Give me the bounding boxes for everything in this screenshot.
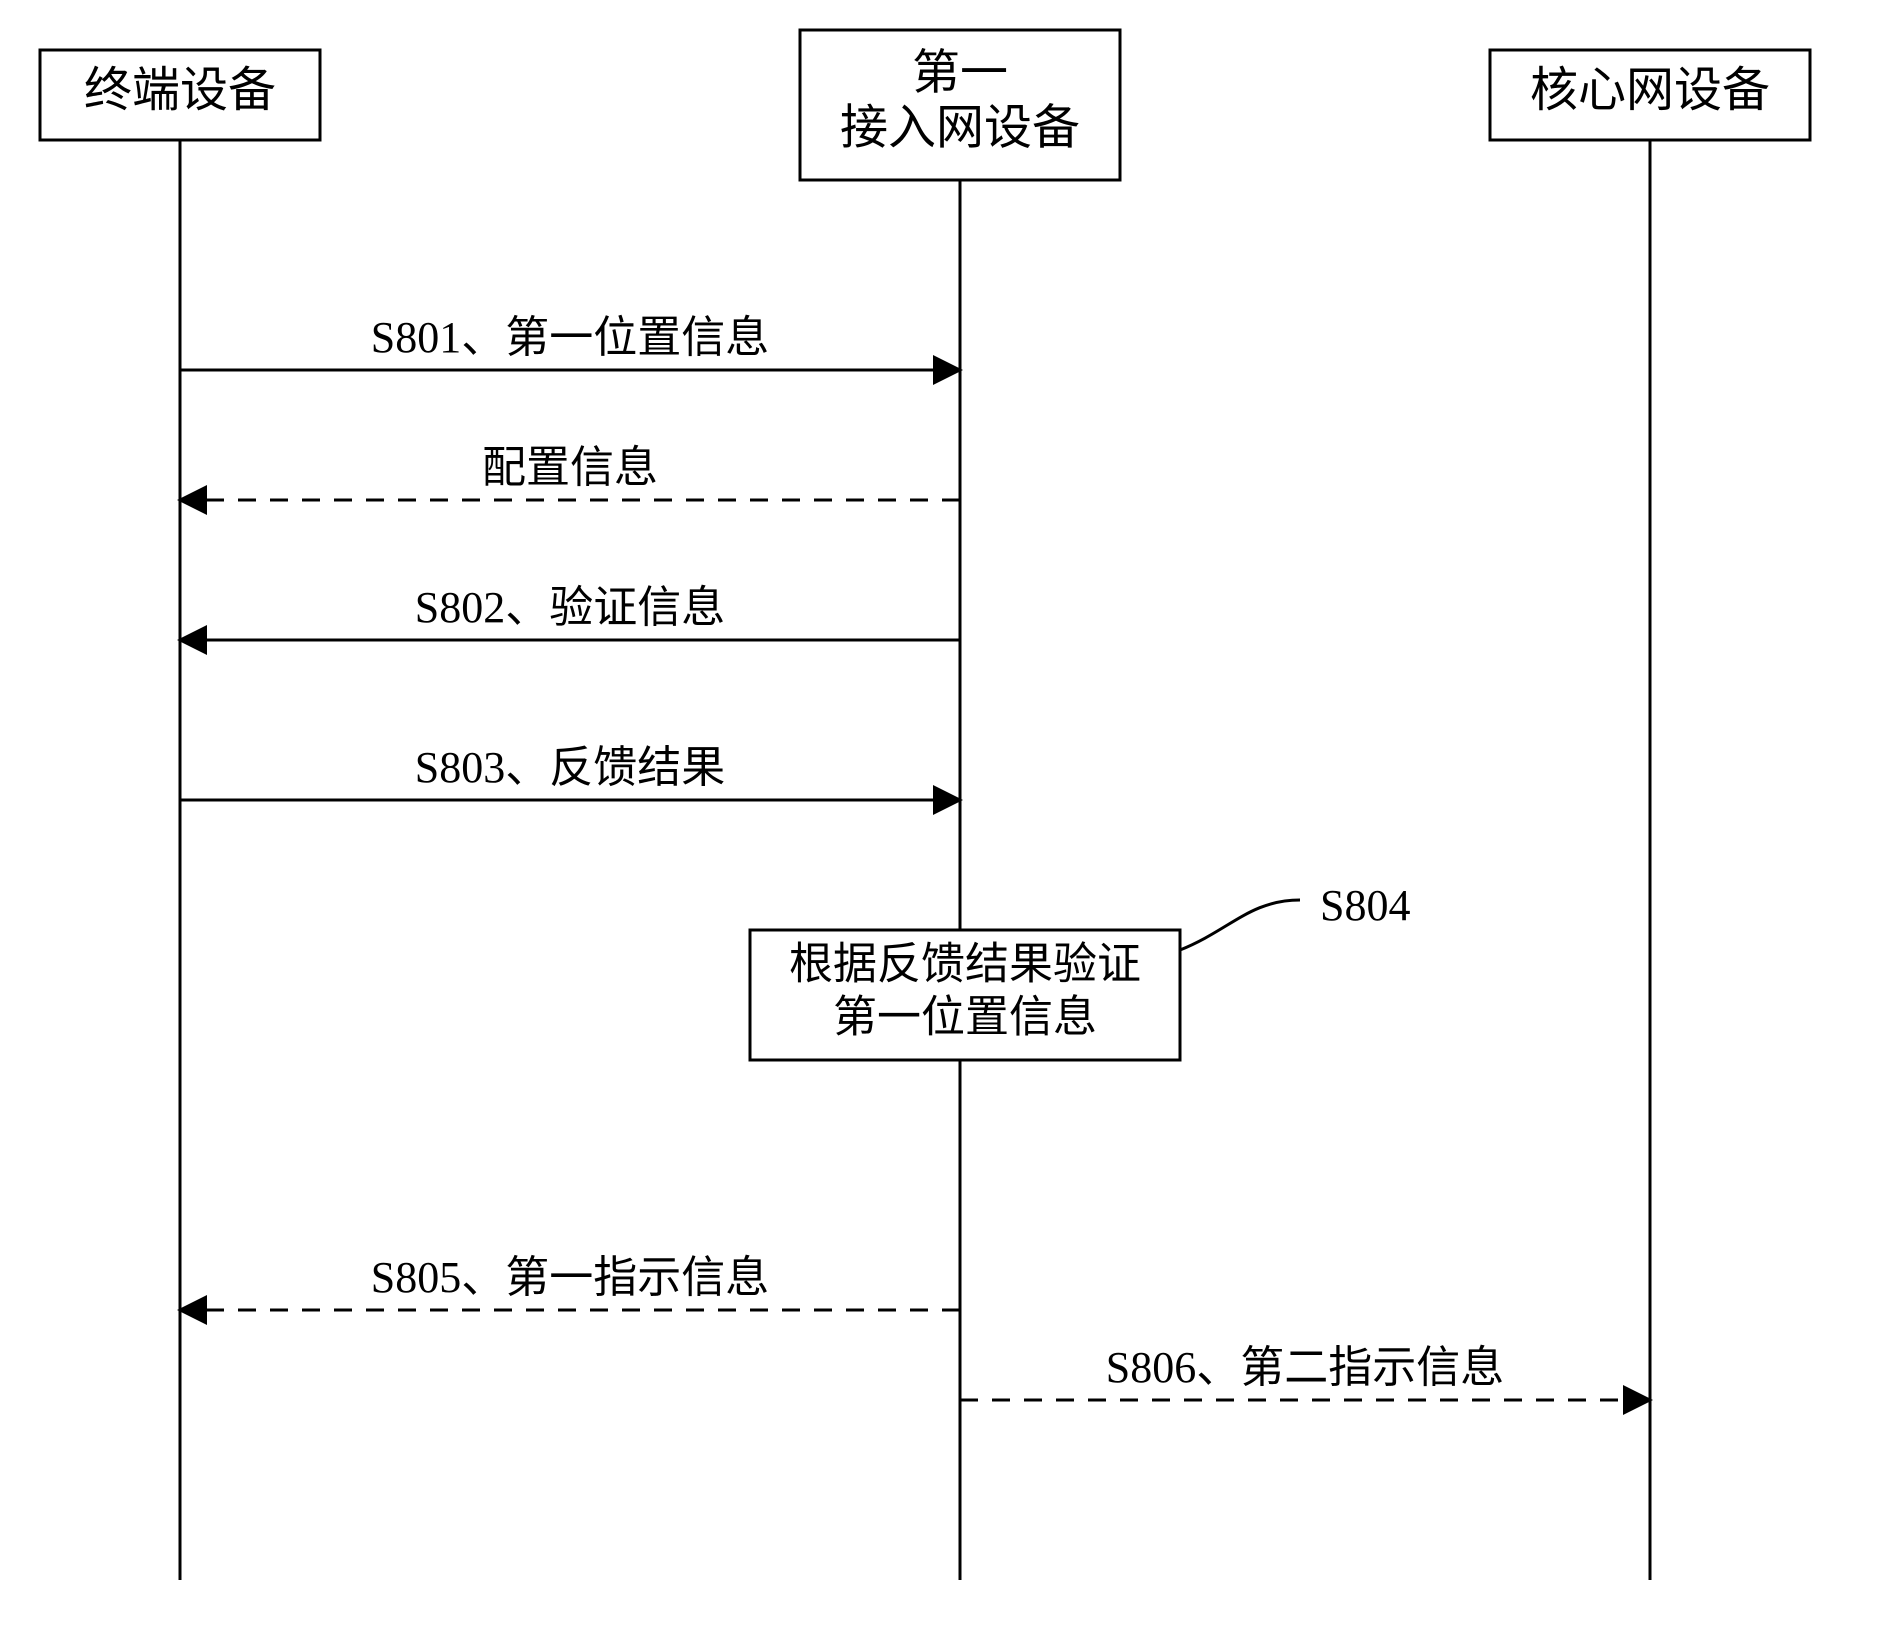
message-label-s805: S805、第一指示信息 <box>371 1253 769 1302</box>
note-text-s804: 第一位置信息 <box>833 992 1097 1041</box>
actor-label-access: 第一 <box>912 46 1008 99</box>
message-label-s806: S806、第二指示信息 <box>1106 1343 1504 1392</box>
note-callout-label: S804 <box>1320 881 1410 930</box>
message-label-s802: S802、验证信息 <box>415 583 725 632</box>
note-callout-curve <box>1180 900 1300 950</box>
message-label-s803: S803、反馈结果 <box>415 743 725 792</box>
actor-label-terminal: 终端设备 <box>84 64 276 117</box>
note-text-s804: 根据反馈结果验证 <box>789 940 1141 989</box>
message-label-cfg: 配置信息 <box>482 443 658 492</box>
message-label-s801: S801、第一位置信息 <box>371 313 769 362</box>
actor-label-core: 核心网设备 <box>1530 64 1770 117</box>
actor-label-access: 接入网设备 <box>840 102 1080 155</box>
sequence-diagram: 终端设备 第一接入网设备 核心网设备 S801、第一位置信息配置信息 S802、验证信息… <box>0 0 1896 1630</box>
